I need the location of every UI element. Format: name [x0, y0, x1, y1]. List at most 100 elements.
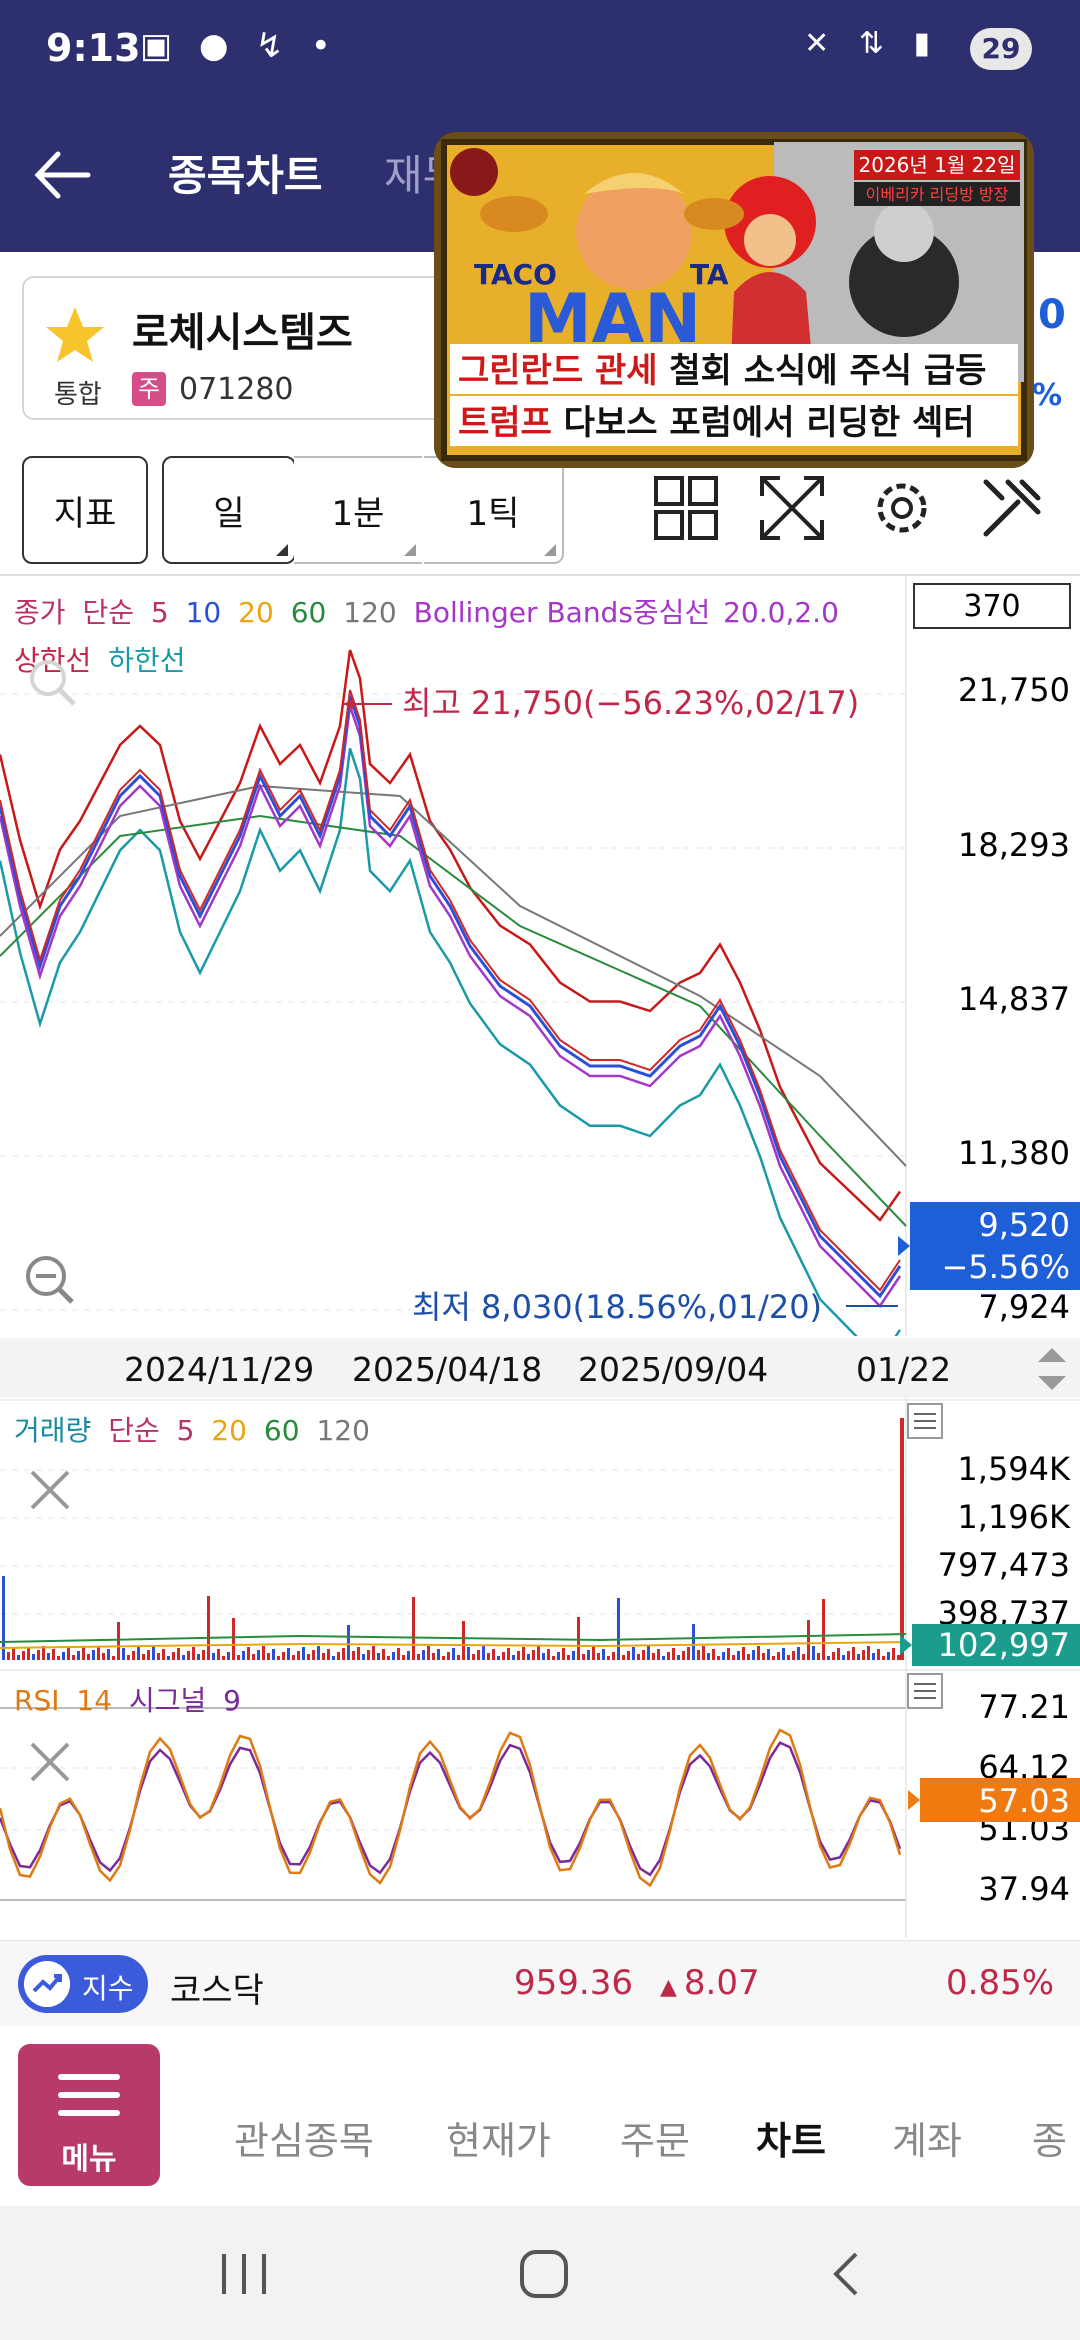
- volume-bar: [827, 1656, 830, 1660]
- index-change-value: 8.07: [683, 1963, 760, 2003]
- volume-bar: [362, 1654, 365, 1660]
- period-day-button[interactable]: 일: [162, 456, 296, 564]
- fullscreen-icon[interactable]: [758, 474, 826, 542]
- volume-bar: [582, 1654, 585, 1660]
- grid-layout-icon[interactable]: [652, 474, 720, 542]
- nav-chart[interactable]: 차트: [756, 2119, 826, 2163]
- volume-bar: [387, 1656, 390, 1660]
- nav-watchlist[interactable]: 관심종목: [234, 2119, 374, 2163]
- page-title[interactable]: 종목차트: [168, 151, 323, 200]
- volume-bar: [227, 1652, 230, 1660]
- volume-bar: [302, 1647, 305, 1660]
- volume-bar: [97, 1646, 100, 1660]
- volume-bar: [442, 1656, 445, 1660]
- bollinger-middle: [0, 705, 902, 1308]
- dropdown-corner-icon: [276, 544, 288, 556]
- volume-current-badge: [912, 1624, 1080, 1666]
- nav-account[interactable]: 계좌: [892, 2119, 962, 2163]
- volume-bar: [757, 1646, 760, 1660]
- back-arrow-icon[interactable]: [28, 140, 98, 210]
- close-rsi-icon[interactable]: [30, 1742, 70, 1782]
- zoom-in-icon[interactable]: [30, 660, 76, 706]
- current-price-badge: [910, 1202, 1080, 1290]
- volume-bar: [567, 1655, 570, 1660]
- current-change: −5.56%: [942, 1248, 1070, 1286]
- back-icon[interactable]: [826, 2250, 866, 2298]
- volume-bar: [77, 1651, 80, 1660]
- volume-bar: [787, 1655, 790, 1660]
- index-pill[interactable]: 지수: [18, 1955, 148, 2013]
- price-chart[interactable]: 종가 단순 5 10 20 60 120 Bollinger Bands중심선 …: [0, 576, 1080, 1336]
- pip-video-overlay[interactable]: TACO TA MAN 2026년 1월 22일 이베리카 리딩방 방장 그린란…: [434, 132, 1034, 468]
- date-axis[interactable]: 2024/11/29 2025/04/18 2025/09/04 01/22: [0, 1338, 1080, 1398]
- volume-bar: [767, 1649, 770, 1660]
- stock-info-card[interactable]: 로체시스템즈 통합 주 071280: [22, 276, 446, 420]
- close-volume-icon[interactable]: [30, 1470, 70, 1510]
- volume-bar: [127, 1655, 130, 1660]
- panel-menu-icon[interactable]: [907, 1673, 943, 1709]
- volume-bar: [347, 1625, 350, 1660]
- volume-bar: [287, 1648, 290, 1660]
- volume-bar: [462, 1621, 465, 1660]
- volume-bar: [782, 1648, 785, 1660]
- vol-y-tick: 1,594K: [957, 1450, 1071, 1488]
- period-tick-label: 1틱: [466, 493, 520, 534]
- rsi-line: [0, 1728, 902, 1888]
- current-price: 9,520: [978, 1206, 1070, 1244]
- volume-bar: [847, 1651, 850, 1660]
- tools-icon[interactable]: [978, 474, 1046, 542]
- rsi-chart[interactable]: RSI 14 시그널 9 77.21 64.12 51.03 37.94 57.…: [0, 1668, 1080, 1938]
- volume-bar: [617, 1598, 620, 1660]
- indicator-button[interactable]: 지표: [22, 456, 148, 564]
- volume-bar: [652, 1653, 655, 1660]
- volume-bars: [0, 1418, 907, 1660]
- home-icon[interactable]: [518, 2248, 570, 2300]
- dropdown-corner-icon: [544, 544, 556, 556]
- volume-bar: [242, 1651, 245, 1660]
- volume-bar: [487, 1653, 490, 1660]
- y-tick: 18,293: [958, 826, 1070, 864]
- volume-bar: [262, 1646, 265, 1660]
- favorite-star-icon[interactable]: [44, 304, 106, 366]
- divider: [0, 574, 1080, 576]
- index-value: 959.36: [514, 1963, 633, 2003]
- count-box[interactable]: [913, 583, 1071, 629]
- volume-bar: [762, 1653, 765, 1660]
- settings-gear-icon[interactable]: [868, 474, 936, 542]
- menu-button[interactable]: 메뉴: [18, 2044, 160, 2186]
- panel-menu-icon[interactable]: [907, 1403, 943, 1439]
- indicator-button-label: 지표: [53, 493, 117, 534]
- volume-bar: [12, 1648, 15, 1660]
- volume-bar: [212, 1653, 215, 1660]
- period-minute-button[interactable]: 1분: [294, 456, 422, 564]
- up-triangle-icon: ▲: [660, 1975, 684, 2000]
- volume-bar: [27, 1647, 30, 1660]
- index-ticker[interactable]: 지수 코스닥 959.36 ▲ 8.07 0.85%: [0, 1940, 1080, 2028]
- nav-order[interactable]: 주문: [620, 2119, 690, 2163]
- volume-bar: [412, 1597, 415, 1660]
- volume-bar: [697, 1650, 700, 1660]
- volume-bar: [182, 1655, 185, 1660]
- rsi-current-badge: [920, 1778, 1080, 1822]
- recent-apps-icon[interactable]: [218, 2250, 270, 2298]
- volume-bar: [672, 1648, 675, 1660]
- sign-word: TACO: [474, 258, 557, 291]
- bottom-nav: 메뉴 관심종목 현재가 주문 차트 계좌 종: [0, 2026, 1080, 2206]
- volume-bar: [237, 1655, 240, 1660]
- volume-bar: [177, 1648, 180, 1660]
- volume-bar: [307, 1654, 310, 1660]
- nav-current-price[interactable]: 현재가: [446, 2119, 551, 2163]
- index-change-pct: 0.85%: [946, 1963, 1055, 2003]
- zoom-out-icon[interactable]: [26, 1256, 74, 1304]
- volume-bar: [822, 1599, 825, 1660]
- volume-bar: [202, 1650, 205, 1660]
- volume-bar: [482, 1646, 485, 1660]
- volume-bar: [747, 1654, 750, 1660]
- volume-bar: [562, 1648, 565, 1660]
- volume-bar: [900, 1418, 904, 1660]
- volume-bar: [422, 1650, 425, 1660]
- nav-more[interactable]: 종: [1032, 2119, 1067, 2163]
- axis-scroll-icon[interactable]: [1034, 1344, 1070, 1394]
- volume-chart[interactable]: 거래량 단순 5 20 60 120 1,594K 1,196K 797,473…: [0, 1398, 1080, 1668]
- period-tick-button[interactable]: 1틱: [424, 456, 564, 564]
